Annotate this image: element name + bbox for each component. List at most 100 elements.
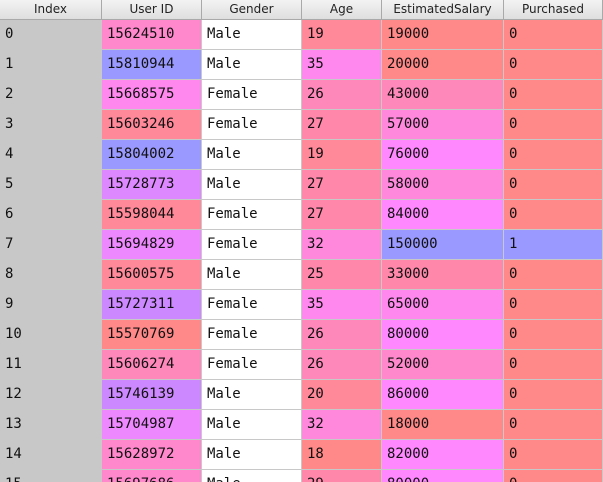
gender-cell[interactable]: Female	[202, 110, 302, 140]
age-cell[interactable]: 25	[302, 260, 382, 290]
table-row[interactable]: 13 15704987 Male 32 18000 0	[0, 410, 603, 440]
table-row[interactable]: 9 15727311 Female 35 65000 0	[0, 290, 603, 320]
user-id-cell[interactable]: 15628972	[102, 440, 202, 470]
user-id-cell[interactable]: 15694829	[102, 230, 202, 260]
table-row[interactable]: 1 15810944 Male 35 20000 0	[0, 50, 603, 80]
table-row[interactable]: 6 15598044 Female 27 84000 0	[0, 200, 603, 230]
gender-cell[interactable]: Female	[202, 320, 302, 350]
age-cell[interactable]: 18	[302, 440, 382, 470]
age-cell[interactable]: 26	[302, 350, 382, 380]
table-row[interactable]: 2 15668575 Female 26 43000 0	[0, 80, 603, 110]
table-row[interactable]: 1515697686Male29800000	[0, 470, 603, 482]
index-cell[interactable]: 9	[0, 290, 102, 320]
age-cell[interactable]: 35	[302, 50, 382, 80]
table-row[interactable]: 10 15570769 Female 26 80000 0	[0, 320, 603, 350]
purchased-cell[interactable]: 0	[504, 470, 603, 482]
user-id-cell[interactable]: 15668575	[102, 80, 202, 110]
salary-cell[interactable]: 33000	[382, 260, 504, 290]
gender-cell[interactable]: Male	[202, 20, 302, 50]
salary-cell[interactable]: 80000	[382, 470, 504, 482]
gender-cell[interactable]: Male	[202, 380, 302, 410]
age-cell[interactable]: 29	[302, 470, 382, 482]
age-cell[interactable]: 19	[302, 140, 382, 170]
table-row[interactable]: 0 15624510 Male 19 19000 0	[0, 20, 603, 50]
table-row[interactable]: 3 15603246 Female 27 57000 0	[0, 110, 603, 140]
index-cell[interactable]: 7	[0, 230, 102, 260]
purchased-cell[interactable]: 0	[504, 110, 603, 140]
table-row[interactable]: 8 15600575 Male 25 33000 0	[0, 260, 603, 290]
index-cell[interactable]: 2	[0, 80, 102, 110]
user-id-cell[interactable]: 15606274	[102, 350, 202, 380]
gender-cell[interactable]: Male	[202, 140, 302, 170]
age-cell[interactable]: 26	[302, 80, 382, 110]
purchased-cell[interactable]: 0	[504, 80, 603, 110]
salary-cell[interactable]: 20000	[382, 50, 504, 80]
column-header-user-id[interactable]: User ID	[102, 0, 202, 19]
table-row[interactable]: 14 15628972 Male 18 82000 0	[0, 440, 603, 470]
purchased-cell[interactable]: 0	[504, 20, 603, 50]
user-id-cell[interactable]: 15810944	[102, 50, 202, 80]
column-header-index[interactable]: Index	[0, 0, 102, 19]
user-id-cell[interactable]: 15728773	[102, 170, 202, 200]
index-cell[interactable]: 3	[0, 110, 102, 140]
table-row[interactable]: 11 15606274 Female 26 52000 0	[0, 350, 603, 380]
user-id-cell[interactable]: 15746139	[102, 380, 202, 410]
purchased-cell[interactable]: 0	[504, 290, 603, 320]
purchased-cell[interactable]: 0	[504, 350, 603, 380]
salary-cell[interactable]: 150000	[382, 230, 504, 260]
purchased-cell[interactable]: 0	[504, 260, 603, 290]
purchased-cell[interactable]: 0	[504, 50, 603, 80]
index-cell[interactable]: 8	[0, 260, 102, 290]
salary-cell[interactable]: 82000	[382, 440, 504, 470]
user-id-cell[interactable]: 15704987	[102, 410, 202, 440]
purchased-cell[interactable]: 1	[504, 230, 603, 260]
salary-cell[interactable]: 19000	[382, 20, 504, 50]
index-cell[interactable]: 13	[0, 410, 102, 440]
index-cell[interactable]: 5	[0, 170, 102, 200]
age-cell[interactable]: 27	[302, 170, 382, 200]
age-cell[interactable]: 32	[302, 230, 382, 260]
table-row[interactable]: 12 15746139 Male 20 86000 0	[0, 380, 603, 410]
index-cell[interactable]: 6	[0, 200, 102, 230]
purchased-cell[interactable]: 0	[504, 320, 603, 350]
age-cell[interactable]: 27	[302, 200, 382, 230]
column-header-gender[interactable]: Gender	[202, 0, 302, 19]
salary-cell[interactable]: 86000	[382, 380, 504, 410]
salary-cell[interactable]: 52000	[382, 350, 504, 380]
salary-cell[interactable]: 80000	[382, 320, 504, 350]
salary-cell[interactable]: 57000	[382, 110, 504, 140]
index-cell[interactable]: 11	[0, 350, 102, 380]
gender-cell[interactable]: Female	[202, 200, 302, 230]
gender-cell[interactable]: Male	[202, 170, 302, 200]
user-id-cell[interactable]: 15600575	[102, 260, 202, 290]
purchased-cell[interactable]: 0	[504, 140, 603, 170]
gender-cell[interactable]: Female	[202, 350, 302, 380]
salary-cell[interactable]: 58000	[382, 170, 504, 200]
index-cell[interactable]: 15	[0, 470, 102, 482]
user-id-cell[interactable]: 15727311	[102, 290, 202, 320]
index-cell[interactable]: 12	[0, 380, 102, 410]
gender-cell[interactable]: Female	[202, 290, 302, 320]
index-cell[interactable]: 0	[0, 20, 102, 50]
purchased-cell[interactable]: 0	[504, 200, 603, 230]
gender-cell[interactable]: Male	[202, 470, 302, 482]
purchased-cell[interactable]: 0	[504, 380, 603, 410]
user-id-cell[interactable]: 15570769	[102, 320, 202, 350]
age-cell[interactable]: 26	[302, 320, 382, 350]
salary-cell[interactable]: 18000	[382, 410, 504, 440]
purchased-cell[interactable]: 0	[504, 170, 603, 200]
age-cell[interactable]: 27	[302, 110, 382, 140]
age-cell[interactable]: 20	[302, 380, 382, 410]
index-cell[interactable]: 4	[0, 140, 102, 170]
user-id-cell[interactable]: 15624510	[102, 20, 202, 50]
gender-cell[interactable]: Male	[202, 410, 302, 440]
user-id-cell[interactable]: 15598044	[102, 200, 202, 230]
age-cell[interactable]: 19	[302, 20, 382, 50]
table-row[interactable]: 7 15694829 Female 32 150000 1	[0, 230, 603, 260]
salary-cell[interactable]: 65000	[382, 290, 504, 320]
gender-cell[interactable]: Female	[202, 230, 302, 260]
column-header-purchased[interactable]: Purchased	[504, 0, 603, 19]
index-cell[interactable]: 10	[0, 320, 102, 350]
age-cell[interactable]: 35	[302, 290, 382, 320]
salary-cell[interactable]: 76000	[382, 140, 504, 170]
